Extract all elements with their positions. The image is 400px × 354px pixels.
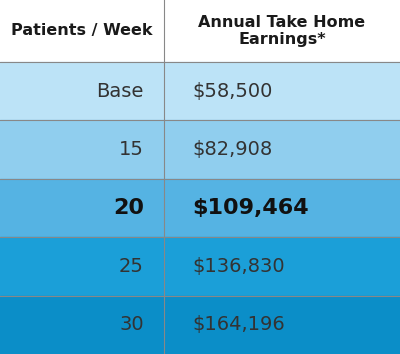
Text: Annual Take Home
Earnings*: Annual Take Home Earnings* bbox=[198, 15, 366, 47]
Text: $164,196: $164,196 bbox=[192, 315, 285, 334]
Text: Patients / Week: Patients / Week bbox=[11, 23, 153, 39]
Text: 30: 30 bbox=[119, 315, 144, 334]
Text: 15: 15 bbox=[119, 140, 144, 159]
Text: $109,464: $109,464 bbox=[192, 198, 309, 218]
Bar bbox=[0, 120, 400, 179]
Bar bbox=[0, 0, 400, 62]
Text: 25: 25 bbox=[119, 257, 144, 276]
Text: $58,500: $58,500 bbox=[192, 82, 272, 101]
Text: 20: 20 bbox=[113, 198, 144, 218]
Bar bbox=[0, 179, 400, 237]
Bar bbox=[0, 237, 400, 296]
Bar bbox=[0, 296, 400, 354]
Text: Base: Base bbox=[97, 82, 144, 101]
Bar bbox=[0, 62, 400, 120]
Text: $82,908: $82,908 bbox=[192, 140, 272, 159]
Text: $136,830: $136,830 bbox=[192, 257, 285, 276]
